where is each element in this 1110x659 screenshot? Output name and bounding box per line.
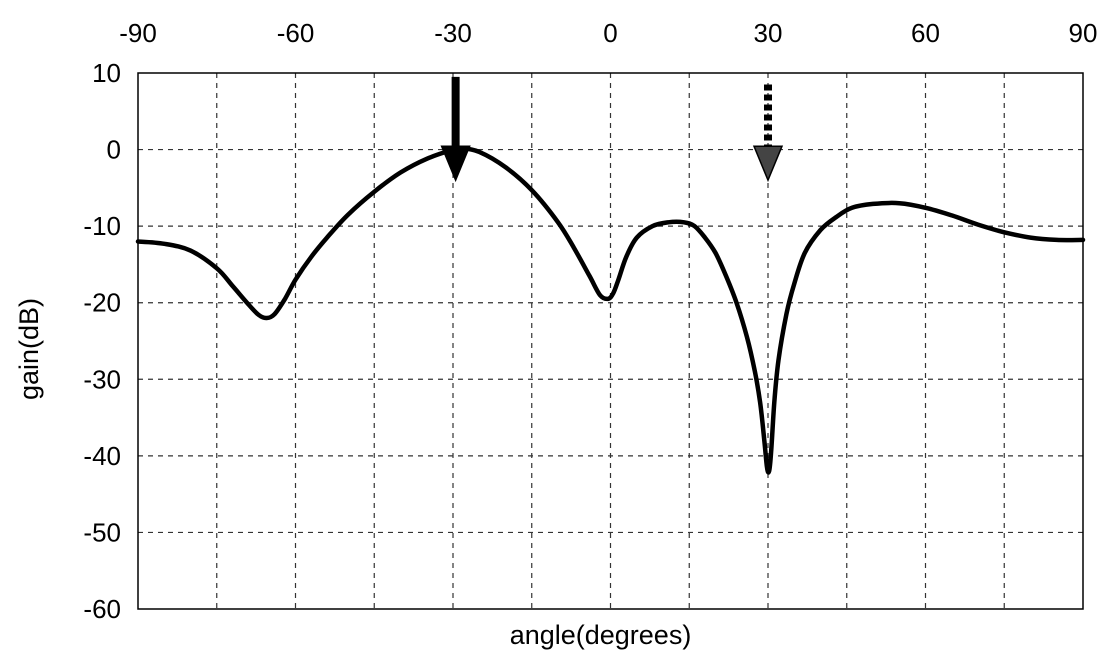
x-tick-label: 30: [754, 18, 783, 48]
y-tick-label: 10: [92, 58, 121, 88]
y-axis-title: gain(dB): [14, 298, 44, 400]
x-tick-label: 60: [911, 18, 940, 48]
plot-frame: [137, 72, 1084, 610]
y-tick-label: -60: [83, 594, 121, 624]
y-tick-label: 0: [107, 135, 121, 165]
y-tick-label: -30: [83, 364, 121, 394]
grid: [138, 73, 1083, 609]
series-group: [135, 145, 1086, 475]
x-tick-label: -60: [277, 18, 315, 48]
y-tick-label: -10: [83, 211, 121, 241]
y-tick-label: -40: [83, 441, 121, 471]
y-tick-label: -50: [83, 517, 121, 547]
annotations: [440, 76, 784, 183]
dashed-arrow-head: [752, 145, 784, 183]
x-tick-label: -90: [119, 18, 157, 48]
solid-arrow-head: [440, 145, 471, 183]
x-tick-label: -30: [434, 18, 472, 48]
series-line: [135, 145, 1086, 475]
x-tick-label: 90: [1069, 18, 1098, 48]
tick-labels: -90 -60 -30 0 30 60 90 10 0 -10 -20 -30 -40 -50 -60: [83, 18, 1097, 624]
x-tick-label: 0: [603, 18, 617, 48]
y-tick-label: -20: [83, 288, 121, 318]
x-axis-title: angle(degrees): [510, 620, 692, 650]
